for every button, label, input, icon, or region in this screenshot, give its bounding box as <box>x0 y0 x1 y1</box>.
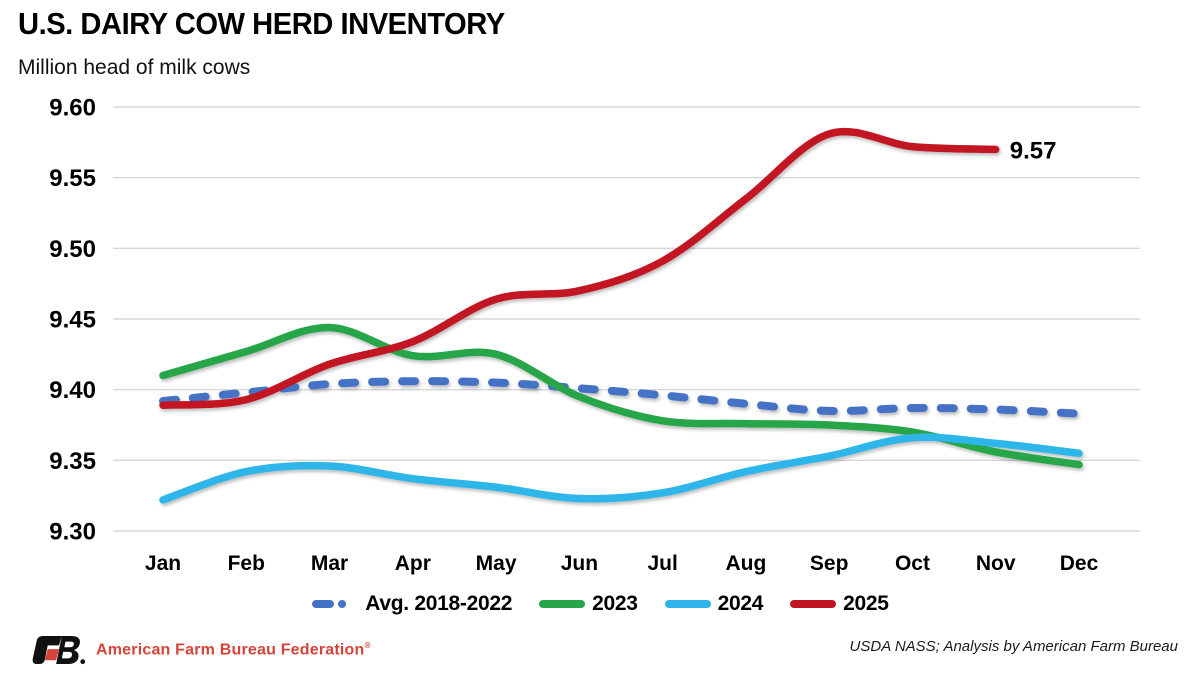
series-line-avg-2018-2022 <box>159 377 1083 418</box>
legend-item-2025: 2025 <box>789 592 889 616</box>
x-tick-label: Jan <box>145 552 181 575</box>
legend-label: 2025 <box>843 592 889 615</box>
afbf-logo-icon <box>32 636 86 665</box>
legend-swatch-icon <box>312 600 359 608</box>
legend-item-2024: 2024 <box>664 592 764 616</box>
chart-title: U.S. DAIRY COW HERD INVENTORY <box>18 6 505 41</box>
legend-label: 2024 <box>717 592 764 615</box>
legend-item-2023: 2023 <box>538 592 638 616</box>
x-tick-label: Feb <box>228 552 265 575</box>
legend-label: 2023 <box>592 592 638 615</box>
series-line-2024 <box>159 433 1083 504</box>
y-tick-label: 9.50 <box>49 236 96 263</box>
x-tick-label: Aug <box>725 552 766 575</box>
y-tick-label: 9.55 <box>49 165 96 192</box>
trademark-symbol: ® <box>364 640 371 650</box>
x-axis-labels: Jan Feb Mar Apr May Jun Jul Aug Sep Oct Nov Dec <box>145 552 1099 575</box>
y-tick-label: 9.60 <box>49 95 96 122</box>
series-lines <box>159 127 1083 504</box>
x-tick-label: Nov <box>976 552 1016 575</box>
legend-swatch-icon <box>664 600 711 608</box>
legend-swatch-icon <box>790 600 837 608</box>
legend-swatch-icon <box>539 600 586 608</box>
annotation-label: 9.57 <box>1010 137 1057 164</box>
y-tick-label: 9.45 <box>49 307 96 334</box>
x-tick-label: May <box>476 552 517 575</box>
x-tick-label: Jun <box>561 552 598 575</box>
y-tick-label: 9.40 <box>49 377 96 404</box>
chart-subtitle: Million head of milk cows <box>18 56 251 79</box>
end-value-annotation: 9.57 <box>1010 137 1057 164</box>
x-tick-label: Mar <box>311 552 348 575</box>
x-tick-label: Jul <box>647 552 677 575</box>
x-tick-label: Sep <box>810 552 849 575</box>
series-line-2025 <box>159 127 1000 409</box>
footer-branding: American Farm Bureau Federation® <box>30 633 371 667</box>
chart-legend: Avg. 2018-2022 2023 2024 2025 <box>0 586 1200 622</box>
source-attribution: USDA NASS; Analysis by American Farm Bur… <box>849 638 1178 655</box>
y-tick-label: 9.35 <box>49 448 96 475</box>
legend-item-avg-2018-2022: Avg. 2018-2022 <box>311 592 512 616</box>
y-tick-label: 9.30 <box>49 519 96 546</box>
x-tick-label: Dec <box>1060 552 1099 575</box>
x-tick-label: Apr <box>395 552 431 575</box>
org-name: American Farm Bureau Federation® <box>96 640 371 659</box>
y-axis-labels: 9.60 9.55 9.50 9.45 9.40 9.35 9.30 <box>49 95 96 546</box>
legend-label: Avg. 2018-2022 <box>365 592 513 615</box>
x-tick-label: Oct <box>895 552 930 575</box>
series-line-2023 <box>159 323 1083 469</box>
